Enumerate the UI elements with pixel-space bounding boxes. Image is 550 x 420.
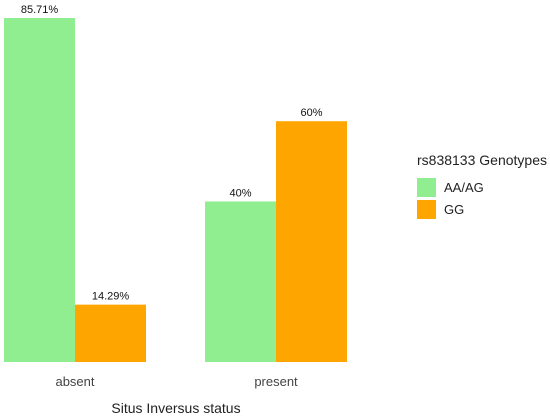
legend-title: rs838133 Genotypes (417, 152, 547, 168)
legend: rs838133 Genotypes AA/AG GG (417, 152, 547, 220)
legend-label-gg: GG (444, 201, 465, 217)
data-labels-group: 85.71% 14.29% 40% 60% (21, 4, 323, 303)
x-tick-label-present: present (254, 374, 298, 389)
data-label-present-aa-ag: 40% (229, 187, 251, 199)
x-axis-label: Situs Inversus status (111, 400, 240, 416)
data-label-absent-aa-ag: 85.71% (21, 4, 59, 16)
legend-swatch-aa-ag (417, 177, 436, 197)
bar-present-gg (276, 121, 347, 362)
bar-absent-aa-ag (4, 18, 75, 362)
legend-swatch-gg (417, 199, 436, 219)
legend-item-gg: GG (417, 198, 547, 220)
bars-group (4, 18, 347, 362)
legend-item-aa-ag: AA/AG (417, 176, 547, 198)
data-label-present-gg: 60% (300, 107, 322, 119)
x-tick-labels-group: absent present (55, 374, 298, 389)
data-label-absent-gg: 14.29% (92, 291, 130, 303)
x-tick-label-absent: absent (55, 374, 94, 389)
legend-label-aa-ag: AA/AG (444, 179, 484, 195)
bar-absent-gg (75, 304, 146, 362)
bar-present-aa-ag (205, 201, 276, 362)
